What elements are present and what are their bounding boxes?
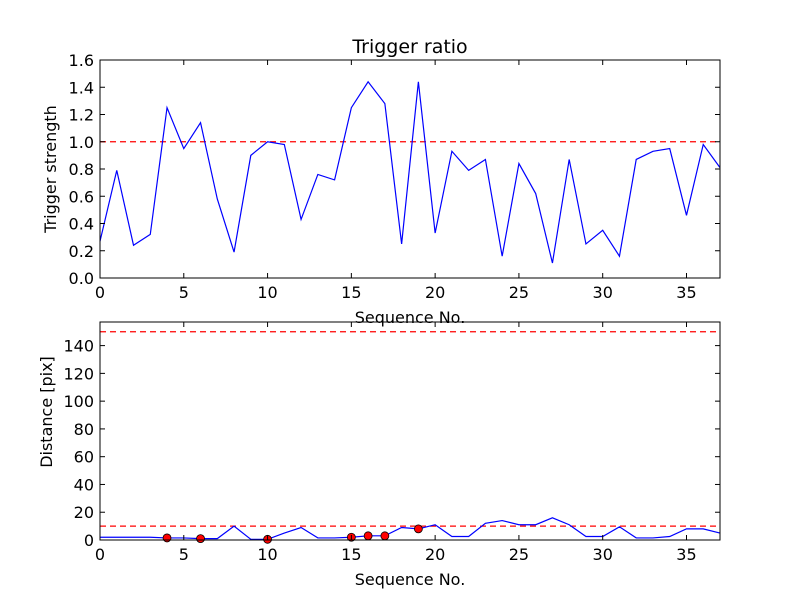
y-tick-label: 1.6	[69, 51, 94, 70]
reference-lines	[100, 331, 720, 527]
x-tick-label: 30	[593, 283, 613, 302]
data-series	[99, 80, 721, 264]
x-tick-label: 25	[509, 283, 529, 302]
x-tick-label: 5	[179, 545, 189, 564]
y-tick-label: 1.0	[69, 133, 94, 152]
chart-distance: 0 5 10 15 20 25 30 35 0 20 40 60 80 100 120 140 Sequen…	[37, 321, 721, 589]
x-tick-label: 20	[425, 283, 445, 302]
x-tick-label: 10	[257, 545, 277, 564]
x-tick-label: 5	[179, 283, 189, 302]
y-axis-label: Distance [pix]	[37, 356, 56, 468]
y-axis-label: Trigger strength	[41, 105, 60, 234]
data-point	[363, 531, 373, 541]
y-tick-label: 0.8	[69, 160, 94, 179]
x-tick-label: 35	[676, 545, 696, 564]
y-tick-label: 60	[74, 448, 94, 467]
y-tick-label: 1.4	[69, 78, 94, 97]
x-axis-label: Sequence No.	[355, 308, 466, 327]
y-tick-label: 40	[74, 475, 94, 494]
chart-title: Trigger ratio	[351, 36, 467, 58]
x-tick-label: 0	[95, 545, 105, 564]
x-tick-label: 15	[341, 283, 361, 302]
x-tick-label: 15	[341, 545, 361, 564]
y-tick-label: 0.0	[69, 269, 94, 288]
y-tick-label: 0.4	[69, 215, 94, 234]
y-tick-label: 80	[74, 420, 94, 439]
x-tick-label: 35	[676, 283, 696, 302]
data-point	[162, 533, 172, 543]
plot-area-frame	[99, 321, 721, 541]
x-tick-label: 30	[593, 545, 613, 564]
y-tick-label: 140	[63, 337, 94, 356]
data-point	[380, 531, 390, 541]
x-axis-ticks: 0 5 10 15 20 25 30 35	[95, 322, 697, 564]
y-tick-label: 20	[74, 503, 94, 522]
y-tick-label: 100	[63, 392, 94, 411]
y-tick-label: 1.2	[69, 106, 94, 125]
y-tick-label: 0.2	[69, 242, 94, 261]
data-point	[196, 534, 205, 544]
x-tick-label: 0	[95, 283, 105, 302]
x-tick-label: 10	[257, 283, 277, 302]
y-tick-label: 120	[63, 364, 94, 383]
x-tick-label: 20	[425, 545, 445, 564]
y-axis-ticks: 0 20 40 60 80 100 120 140	[63, 337, 720, 550]
series-line	[99, 80, 721, 264]
data-point	[413, 524, 423, 534]
y-tick-label: 0.6	[69, 187, 94, 206]
y-axis-ticks: 0.0 0.2 0.4 0.6 0.8 1.0 1.2 1.4 1.6	[69, 51, 720, 288]
y-tick-label: 0	[84, 531, 94, 550]
x-axis-ticks: 0 5 10 15 20 25 30 35	[95, 60, 697, 302]
chart-trigger-ratio: Trigger ratio 0 5 10 15 20 25 30 35 0.00.20.40.…	[41, 36, 721, 327]
x-axis-label: Sequence No.	[355, 570, 466, 589]
x-tick-label: 25	[509, 545, 529, 564]
